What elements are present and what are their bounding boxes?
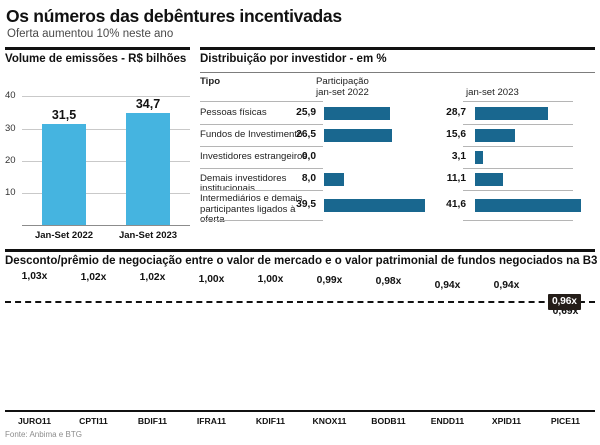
table-divider bbox=[200, 101, 323, 102]
table-row-label: Pessoas físicas bbox=[200, 106, 267, 118]
table-divider bbox=[200, 72, 595, 73]
y-axis-tick-label: 30 bbox=[5, 122, 16, 134]
table-divider bbox=[200, 146, 323, 147]
section-rule-volume bbox=[5, 47, 190, 50]
table-divider bbox=[463, 101, 573, 102]
table-divider bbox=[200, 168, 323, 169]
table-bar-2023 bbox=[475, 198, 582, 212]
bar-value-label: 1,03x bbox=[21, 271, 48, 283]
table-header-2022: jan-set 2022 bbox=[316, 87, 369, 98]
gridline bbox=[22, 192, 190, 194]
table-value-2023: 15,6 bbox=[446, 129, 466, 140]
table-bar-2023 bbox=[475, 106, 549, 120]
bar-value-label: 31,5 bbox=[51, 107, 77, 122]
table-bar-2022 bbox=[324, 198, 425, 212]
table-divider bbox=[463, 190, 573, 191]
page-title: Os números das debêntures incentivadas bbox=[6, 6, 342, 26]
source-note: Fonte: Anbima e BTG bbox=[5, 430, 82, 439]
volume-column-chart: 10 20 30 40 31,5 Jan-Set 2022 34,7 Jan-Set 2023 bbox=[5, 80, 190, 241]
bar-value-label: 1,02x bbox=[139, 272, 166, 284]
section-rule-discount bbox=[5, 249, 595, 252]
section-title-discount: Desconto/prêmio de negociação entre o va… bbox=[5, 255, 598, 267]
table-value-2022: 25,9 bbox=[296, 107, 316, 118]
table-divider bbox=[463, 220, 573, 221]
x-axis-category-label: XPID11 bbox=[491, 416, 522, 426]
reference-badge: 0,96x bbox=[548, 294, 581, 310]
bar-value-label: 0,99x bbox=[316, 275, 343, 287]
bar-value-label: 0,94x bbox=[493, 280, 520, 292]
x-axis-category-label: Jan-Set 2022 bbox=[34, 230, 94, 241]
table-value-2022: 39,5 bbox=[296, 199, 316, 210]
table-row-label-line: Intermediários e demais bbox=[200, 193, 303, 204]
table-bar-2023 bbox=[475, 150, 483, 164]
table-value-2023: 41,6 bbox=[446, 199, 466, 210]
table-divider bbox=[463, 168, 573, 169]
page-subtitle: Oferta aumentou 10% neste ano bbox=[7, 28, 174, 40]
table-value-2022: 26,5 bbox=[296, 129, 316, 140]
bar-value-label: 34,7 bbox=[135, 97, 161, 112]
table-bar-2022 bbox=[324, 106, 391, 120]
bar-value-label: 1,02x bbox=[80, 272, 107, 284]
table-value-2023: 11,1 bbox=[446, 173, 466, 184]
table-bar-2023 bbox=[475, 128, 515, 142]
x-axis-category-label: BDIF11 bbox=[137, 416, 168, 426]
table-bar-2022 bbox=[324, 128, 392, 142]
table-bar-2022 bbox=[324, 172, 345, 186]
table-header-type: Tipo bbox=[200, 76, 221, 87]
bar-value-label: 0,98x bbox=[375, 276, 402, 288]
table-value-2022: 0,0 bbox=[301, 151, 316, 162]
x-axis-line bbox=[22, 225, 190, 226]
section-rule-distribution bbox=[200, 47, 595, 50]
x-axis-category-label: JURO11 bbox=[18, 416, 51, 426]
table-divider bbox=[200, 190, 323, 191]
bar bbox=[42, 123, 86, 225]
x-axis-category-label: ENDD11 bbox=[430, 416, 465, 426]
x-axis-category-label: KNOX11 bbox=[312, 416, 347, 426]
x-axis-category-label: PICE11 bbox=[550, 416, 581, 426]
x-axis-category-label: KDIF11 bbox=[255, 416, 286, 426]
bar-value-label: 1,00x bbox=[257, 274, 284, 286]
table-row-label: Demais investidores institucionais bbox=[200, 172, 287, 194]
table-header-2023: jan-set 2023 bbox=[466, 87, 519, 98]
x-axis-category-label: IFRA11 bbox=[196, 416, 227, 426]
bar-value-label: 1,00x bbox=[198, 274, 225, 286]
bar bbox=[126, 113, 170, 225]
reference-line bbox=[5, 301, 595, 303]
table-value-2022: 8,0 bbox=[301, 173, 316, 184]
table-row-label: Fundos de Investimento bbox=[200, 128, 303, 140]
x-axis-line bbox=[5, 410, 595, 412]
gridline bbox=[22, 128, 190, 130]
y-axis-tick-label: 20 bbox=[5, 154, 16, 166]
x-axis-category-label: BODB11 bbox=[371, 416, 406, 426]
section-title-distribution: Distribuição por investidor - em % bbox=[200, 53, 387, 65]
gridline bbox=[22, 160, 190, 162]
table-row-label-line: participantes ligados à oferta bbox=[200, 203, 296, 225]
y-axis-tick-label: 10 bbox=[5, 186, 16, 198]
table-divider bbox=[200, 124, 323, 125]
table-header-participation: Participação bbox=[316, 76, 369, 87]
x-axis-category-label: CPTI11 bbox=[79, 416, 108, 426]
x-axis-category-label: Jan-Set 2023 bbox=[118, 230, 178, 241]
section-title-volume: Volume de emissões - R$ bilhões bbox=[5, 53, 187, 65]
bar-value-label: 0,94x bbox=[434, 280, 461, 292]
table-row-label: Intermediários e demais participantes lig… bbox=[200, 193, 318, 226]
table-value-2023: 3,1 bbox=[451, 151, 466, 162]
table-divider bbox=[200, 220, 323, 221]
table-divider bbox=[463, 146, 573, 147]
bar-value-label: 0,69x bbox=[552, 305, 579, 317]
table-row-label: Investidores estrangeiros bbox=[200, 150, 308, 162]
table-divider bbox=[463, 124, 573, 125]
gridline bbox=[22, 96, 190, 98]
discount-bar-chart: 1,03x JURO11 1,02x CPTI11 1,02x BDIF11 1,00x IF… bbox=[5, 270, 595, 426]
table-value-2023: 28,7 bbox=[446, 107, 466, 118]
table-bar-2023 bbox=[475, 172, 504, 186]
y-axis-tick-label: 40 bbox=[5, 90, 16, 102]
